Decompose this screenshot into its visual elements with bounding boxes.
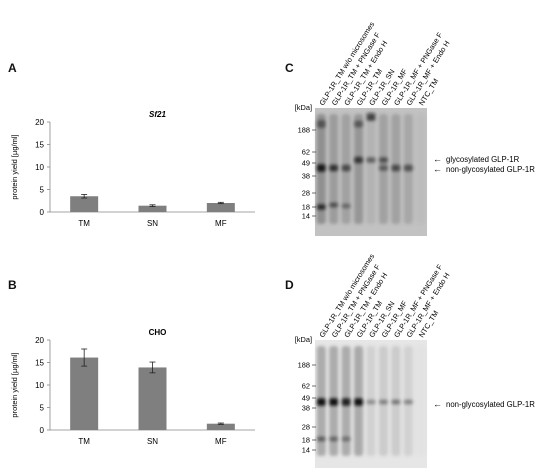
protein-band bbox=[341, 436, 351, 442]
protein-band bbox=[316, 398, 326, 406]
bar-tm bbox=[70, 357, 99, 430]
marker-label: 28 bbox=[302, 189, 310, 198]
y-tick-label: 5 bbox=[40, 186, 45, 195]
marker-label: 28 bbox=[302, 423, 310, 432]
band-annotation: glycosylated GLP-1R bbox=[446, 155, 520, 164]
protein-band bbox=[341, 164, 351, 172]
marker-label: 14 bbox=[302, 212, 310, 221]
bar-sn bbox=[138, 367, 167, 430]
y-axis-label: protein yield [µg/ml] bbox=[10, 352, 19, 417]
band-annotation: non-glycosylated GLP-1R bbox=[446, 165, 535, 174]
panel-letter-d: D bbox=[285, 278, 294, 292]
lane-smear bbox=[354, 114, 364, 224]
x-tick-label: SN bbox=[147, 437, 158, 446]
panel-letter-b: B bbox=[8, 278, 17, 292]
band-annotation: non-glycosylated GLP-1R bbox=[446, 400, 535, 409]
protein-band bbox=[391, 399, 401, 405]
x-tick-label: TM bbox=[78, 437, 90, 446]
error-bar bbox=[217, 422, 224, 425]
marker-label: 188 bbox=[298, 126, 310, 135]
lane-smear bbox=[416, 114, 426, 224]
bar-tm bbox=[70, 196, 99, 212]
error-bar bbox=[217, 201, 224, 205]
protein-band bbox=[329, 202, 339, 208]
marker-label: 62 bbox=[302, 148, 310, 157]
marker-label: 38 bbox=[302, 404, 310, 413]
protein-band bbox=[341, 398, 351, 406]
kda-unit-label: [kDa] bbox=[295, 103, 312, 112]
x-tick-label: TM bbox=[78, 219, 90, 228]
y-tick-label: 0 bbox=[40, 208, 45, 217]
protein-band bbox=[354, 156, 364, 164]
y-tick-label: 10 bbox=[35, 163, 44, 172]
protein-band bbox=[329, 398, 339, 406]
protein-band bbox=[366, 157, 376, 163]
chart-title: CHO bbox=[149, 328, 167, 337]
protein-band bbox=[366, 113, 376, 121]
error-bar bbox=[149, 204, 156, 207]
band-arrow: ← bbox=[433, 164, 442, 174]
bar-mf bbox=[206, 423, 235, 430]
protein-band bbox=[316, 164, 326, 172]
x-tick-label: SN bbox=[147, 219, 158, 228]
protein-band bbox=[316, 120, 326, 128]
bar-mf bbox=[206, 203, 235, 212]
y-tick-label: 20 bbox=[35, 336, 44, 345]
blot-lanes bbox=[316, 346, 425, 456]
marker-label: 18 bbox=[302, 203, 310, 212]
protein-band bbox=[354, 120, 364, 128]
y-tick-label: 15 bbox=[35, 359, 44, 368]
protein-band bbox=[366, 399, 376, 405]
panel-letter-c: C bbox=[285, 61, 294, 75]
bar-chart-sf21: Sf21 protein yield [µg/ml] 0 5 10 15 20 TM SN MF bbox=[10, 110, 255, 228]
y-tick-label: 15 bbox=[35, 141, 44, 150]
protein-band bbox=[329, 164, 339, 172]
error-bar bbox=[81, 194, 88, 199]
kda-unit-label: [kDa] bbox=[295, 335, 312, 344]
marker-label: 188 bbox=[298, 361, 310, 370]
y-tick-label: 20 bbox=[35, 118, 44, 127]
lane-smear bbox=[366, 114, 376, 224]
band-arrow: ← bbox=[433, 154, 442, 164]
marker-label: 18 bbox=[302, 436, 310, 445]
marker-label: 49 bbox=[302, 394, 310, 403]
lane-smear bbox=[416, 346, 425, 456]
protein-band bbox=[378, 399, 388, 405]
panel-letter-a: A bbox=[8, 61, 17, 75]
blot-lanes bbox=[316, 113, 426, 224]
bar-chart-cho: CHO protein yield [µg/ml] 0 5 10 15 20 TM SN MF bbox=[10, 328, 255, 446]
x-tick-label: MF bbox=[215, 219, 227, 228]
protein-band bbox=[378, 157, 388, 163]
protein-band bbox=[403, 399, 413, 405]
bar-sn bbox=[138, 205, 167, 212]
protein-band bbox=[316, 436, 326, 442]
chart-title: Sf21 bbox=[149, 110, 166, 119]
error-bar bbox=[149, 361, 156, 374]
y-tick-label: 5 bbox=[40, 404, 45, 413]
protein-band bbox=[391, 164, 401, 172]
protein-band bbox=[316, 204, 326, 210]
y-tick-label: 10 bbox=[35, 381, 44, 390]
marker-label: 38 bbox=[302, 172, 310, 181]
protein-band bbox=[403, 164, 413, 172]
error-bar bbox=[81, 348, 88, 367]
protein-band bbox=[378, 165, 388, 171]
x-tick-label: MF bbox=[215, 437, 227, 446]
protein-band bbox=[329, 436, 339, 442]
marker-label: 49 bbox=[302, 159, 310, 168]
y-tick-label: 0 bbox=[40, 426, 45, 435]
y-axis-label: protein yield [µg/ml] bbox=[10, 134, 19, 199]
protein-band bbox=[354, 398, 364, 406]
marker-label: 62 bbox=[302, 382, 310, 391]
band-arrow: ← bbox=[433, 399, 442, 409]
protein-band bbox=[341, 203, 351, 209]
marker-label: 14 bbox=[302, 446, 310, 455]
